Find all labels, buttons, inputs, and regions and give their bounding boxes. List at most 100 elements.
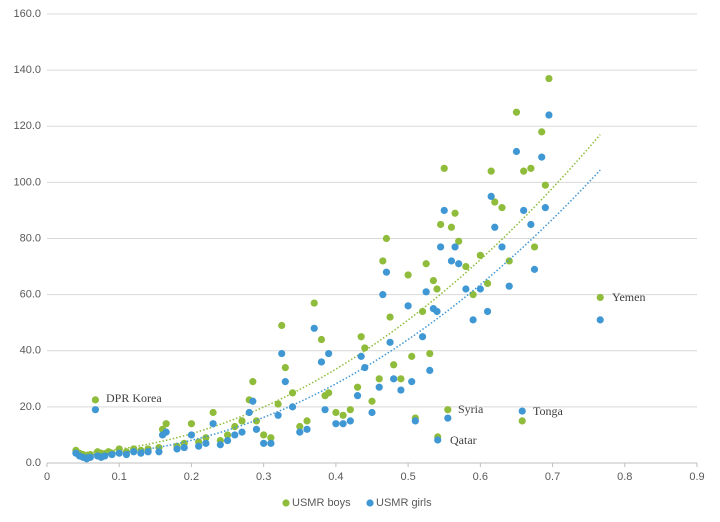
point — [476, 251, 484, 259]
point — [173, 445, 181, 453]
point — [390, 361, 398, 369]
trendline — [75, 134, 601, 454]
point — [462, 262, 470, 271]
point — [357, 333, 365, 341]
annotation: Qatar — [450, 433, 477, 447]
point — [505, 257, 513, 265]
point — [346, 417, 354, 425]
point — [390, 375, 398, 383]
point — [429, 276, 437, 285]
point — [310, 299, 318, 307]
x-tick-label: 0 — [44, 471, 50, 483]
legend-marker — [366, 499, 374, 507]
annotation: DPR Korea — [106, 391, 162, 405]
point — [187, 431, 196, 439]
point — [162, 428, 170, 436]
y-tick-label: 40.0 — [20, 345, 41, 357]
x-tick-label: 0.4 — [328, 471, 343, 483]
point — [433, 307, 441, 316]
point — [288, 389, 297, 397]
legend-label: USMR boys — [292, 497, 351, 509]
y-tick-label: 60.0 — [20, 289, 41, 301]
point — [447, 223, 456, 231]
point — [209, 420, 217, 428]
point — [404, 271, 412, 279]
legend-label: USMR girls — [376, 497, 432, 509]
x-tick-label: 0.5 — [400, 471, 415, 483]
point — [274, 411, 282, 419]
point — [541, 181, 549, 189]
x-tick-label: 0.6 — [473, 471, 488, 483]
point — [422, 288, 430, 296]
point — [296, 422, 304, 431]
point — [483, 279, 492, 287]
x-tick-label: 0.9 — [689, 471, 704, 483]
x-tick-label: 0.2 — [184, 471, 199, 483]
point — [278, 321, 286, 330]
point — [223, 431, 232, 439]
point — [368, 397, 376, 405]
point — [408, 352, 416, 360]
y-tick-label: 20.0 — [20, 401, 41, 413]
point — [408, 378, 416, 386]
point — [498, 243, 506, 251]
point — [451, 243, 459, 251]
point — [538, 128, 546, 136]
point — [245, 408, 253, 417]
point — [91, 406, 99, 414]
point — [447, 257, 456, 265]
point — [440, 206, 448, 215]
point — [195, 442, 203, 450]
point — [433, 285, 441, 293]
point — [476, 285, 484, 293]
point — [278, 349, 286, 358]
point — [325, 389, 333, 397]
point — [252, 425, 261, 433]
point — [101, 452, 109, 460]
point — [339, 411, 347, 419]
point — [249, 397, 257, 405]
x-tick-label: 0.1 — [112, 471, 127, 483]
point — [296, 428, 304, 436]
point — [310, 324, 318, 332]
legend-marker — [282, 499, 290, 507]
point — [469, 316, 477, 324]
point — [187, 420, 196, 428]
point — [512, 147, 521, 156]
point — [274, 400, 282, 408]
point — [223, 436, 232, 445]
point — [505, 282, 513, 290]
x-tick-label: 0.3 — [256, 471, 271, 483]
point — [379, 291, 387, 299]
point — [440, 164, 448, 172]
point — [520, 167, 528, 175]
point — [346, 406, 354, 414]
point — [353, 392, 362, 400]
point — [455, 237, 463, 245]
point — [538, 153, 546, 161]
point — [267, 434, 275, 442]
point — [288, 403, 297, 411]
point — [281, 363, 289, 372]
point — [209, 408, 217, 417]
point — [545, 111, 553, 119]
point — [361, 344, 369, 352]
point — [437, 243, 445, 251]
point — [397, 386, 405, 394]
point — [483, 307, 492, 316]
point — [444, 414, 452, 422]
point — [137, 449, 145, 457]
point — [238, 417, 246, 425]
point — [281, 378, 289, 386]
point — [108, 450, 116, 459]
point — [238, 428, 246, 436]
point — [202, 439, 210, 447]
point — [487, 167, 495, 175]
point — [596, 316, 604, 324]
point — [404, 302, 412, 310]
point — [368, 408, 376, 417]
point — [596, 293, 604, 302]
point — [491, 223, 499, 231]
trendline — [75, 169, 601, 456]
